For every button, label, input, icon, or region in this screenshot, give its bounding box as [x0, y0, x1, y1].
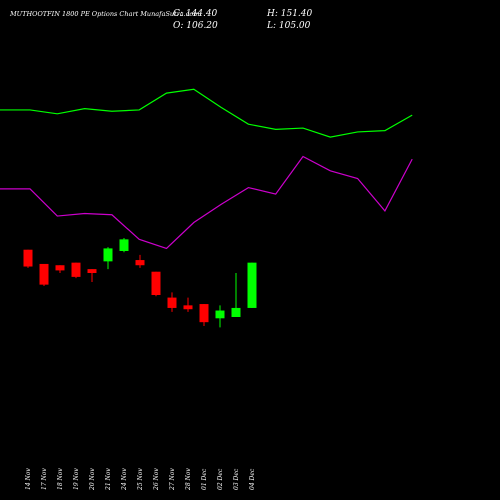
high-value: H: 151.40 — [267, 9, 313, 19]
x-tick-label: 27 Nov — [169, 468, 176, 491]
x-tick-label: 03 Dec — [233, 468, 240, 490]
x-tick-label: 14 Nov — [25, 468, 32, 490]
x-tick-label: 28 Nov — [185, 468, 192, 491]
candle-body — [151, 271, 161, 295]
candle-body — [247, 262, 257, 308]
x-tick-label: 17 Nov — [41, 468, 48, 490]
x-tick-label: 24 Nov — [121, 468, 128, 491]
open-value: O: 106.20 — [173, 21, 218, 31]
x-tick-label: 26 Nov — [153, 468, 160, 491]
close-value: C: 144.40 — [173, 9, 218, 19]
x-tick-label: 19 Nov — [73, 468, 80, 490]
x-tick-label: 01 Dec — [201, 468, 208, 490]
x-axis-labels: 14 Nov 17 Nov 18 Nov 19 Nov 20 Nov 21 Nov 24 N… — [25, 468, 256, 491]
low-value: L: 105.00 — [267, 21, 311, 31]
candles-group — [23, 238, 257, 328]
candle-body — [167, 297, 177, 308]
candle-body — [231, 307, 241, 317]
x-tick-label: 18 Nov — [57, 468, 64, 490]
upper-band-line — [0, 88, 413, 138]
candle-body — [135, 260, 145, 266]
candle-body — [119, 239, 129, 251]
candle-body — [215, 310, 225, 319]
candle-body — [39, 263, 49, 285]
chart-title: MUTHOOTFIN 1800 PE Options Chart MunafaS… — [10, 10, 200, 18]
lower-band-line — [0, 155, 413, 250]
candle-body — [103, 248, 113, 262]
candle-body — [71, 262, 81, 277]
x-tick-label: 25 Nov — [137, 468, 144, 491]
candle-body — [87, 269, 97, 273]
x-tick-label: 02 Dec — [217, 468, 224, 490]
x-tick-label: 04 Dec — [249, 468, 256, 490]
candle-body — [183, 305, 193, 310]
candle-body — [23, 249, 33, 267]
candle-body — [55, 265, 65, 271]
candle-body — [199, 304, 209, 323]
x-tick-label: 21 Nov — [105, 468, 112, 491]
x-tick-label: 20 Nov — [89, 468, 96, 491]
